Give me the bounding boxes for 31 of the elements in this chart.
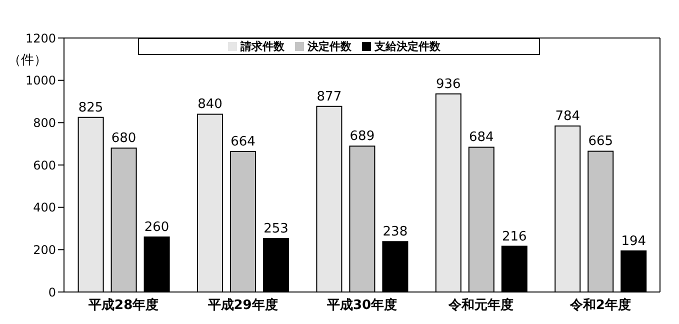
data-label: 216 (502, 229, 527, 244)
x-tick-label: 令和元年度 (448, 297, 514, 314)
data-label: 664 (230, 134, 256, 150)
y-tick-label: 0 (48, 285, 56, 300)
x-tick-label: 平成28年度 (88, 297, 159, 314)
x-tick-label: 令和2年度 (568, 297, 631, 314)
data-label: 238 (382, 224, 408, 240)
data-label: 784 (555, 109, 580, 124)
y-tick-label: 1000 (25, 74, 56, 88)
data-label: 689 (350, 129, 375, 144)
x-tick-label: 平成29年度 (206, 297, 278, 314)
y-tick-label: 400 (33, 200, 56, 215)
data-label: 665 (588, 134, 614, 150)
data-label: 253 (264, 221, 288, 236)
data-label: 936 (436, 76, 461, 92)
y-tick-label: 600 (33, 158, 56, 172)
y-tick-label: 200 (33, 242, 56, 257)
legend-label: 請求件数 (240, 40, 284, 53)
data-label: 680 (111, 131, 136, 146)
data-label: 194 (621, 234, 646, 249)
data-label: 825 (78, 100, 104, 116)
data-label: 840 (198, 97, 222, 112)
data-label: 877 (316, 89, 342, 104)
legend-label: 決定件数 (308, 40, 352, 53)
y-axis-title: （件） (8, 53, 47, 68)
legend-label: 支給決定件数 (374, 40, 440, 53)
y-tick-label: 1200 (25, 31, 56, 46)
data-label: 684 (468, 130, 494, 146)
x-tick-label: 平成30年度 (326, 297, 398, 314)
data-label: 260 (144, 220, 170, 235)
y-tick-label: 800 (33, 116, 56, 130)
